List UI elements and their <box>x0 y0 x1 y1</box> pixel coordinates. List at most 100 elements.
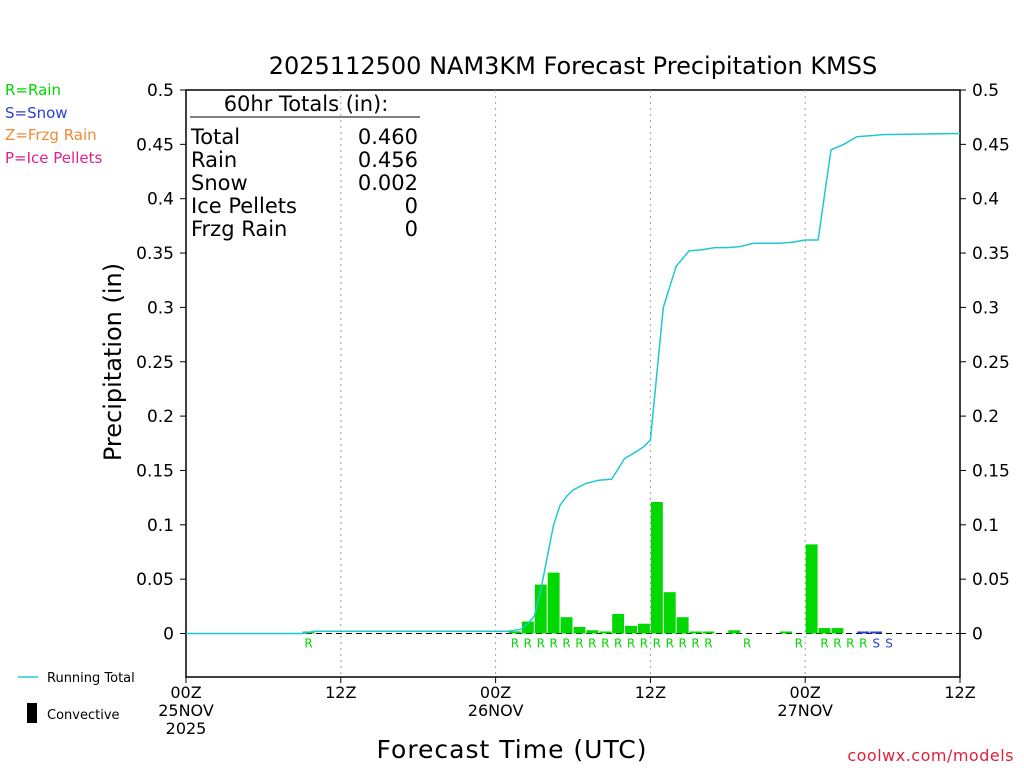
y-tick-label-left: 0.3 <box>147 298 174 318</box>
totals-row-value: 0 <box>405 194 418 218</box>
ptype-marker: R <box>666 637 674 651</box>
totals-row-label: Total <box>190 125 240 149</box>
credit-link[interactable]: coolwx.com/models <box>847 746 1014 765</box>
ptype-marker: R <box>601 637 609 651</box>
ptype-marker: R <box>537 637 545 651</box>
ptype-marker: R <box>627 637 635 651</box>
grid-layer <box>340 90 806 677</box>
ptype-marker: R <box>614 637 622 651</box>
legend-convective: Convective <box>47 708 120 723</box>
y-tick-label-left: 0.35 <box>136 244 174 264</box>
legend-frzg-rain: Z=Frzg Rain <box>5 126 97 144</box>
y-tick-label-right: 0.5 <box>972 81 999 101</box>
ptype-marker: R <box>833 637 841 651</box>
x-tick-label: 00Z <box>480 683 511 702</box>
totals-row-value: 0.460 <box>358 125 418 149</box>
ptype-marker: R <box>859 637 867 651</box>
x-tick-label: 00Z <box>170 683 201 702</box>
running-total-layer <box>186 132 961 635</box>
precip-bar <box>534 584 547 634</box>
precip-bar <box>638 623 650 634</box>
ptype-marker: R <box>795 637 803 651</box>
totals-row-value: 0.002 <box>358 171 418 195</box>
ptype-marker: R <box>653 637 661 651</box>
y-tick-label-right: 0.1 <box>972 516 999 536</box>
precip-bar <box>547 572 560 634</box>
y-tick-label-right: 0.35 <box>972 244 1010 264</box>
y-tick-label-left: 0.1 <box>147 516 174 536</box>
y-tick-label-right: 0.45 <box>972 135 1010 155</box>
precip-bar <box>573 626 586 634</box>
totals-rows: Total 0.460 Rain 0.456 Snow 0.002 Ice Pellets 0… <box>190 125 418 241</box>
ptype-marker: R <box>562 637 570 651</box>
x-tick-label: 12Z <box>325 683 356 702</box>
totals-row-label: Snow <box>191 171 248 195</box>
y-tick-label-right: 0 <box>972 625 983 645</box>
totals-row-label: Frzg Rain <box>191 217 287 241</box>
totals-box: 60hr Totals (in): Total 0.460 Rain 0.456 Sno… <box>190 92 420 241</box>
ptype-marker: R <box>640 637 648 651</box>
ptype-marker: R <box>846 637 854 651</box>
precip-bar <box>676 617 689 634</box>
x-tick-label: 2025 <box>166 719 207 738</box>
legend-rain: R=Rain <box>5 81 61 99</box>
legend-ice-pellets: P=Ice Pellets <box>5 149 102 167</box>
chart-title: 2025112500 NAM3KM Forecast Precipitation… <box>269 52 877 80</box>
y-tick-label-right: 0.05 <box>972 570 1010 590</box>
x-tick-label: 12Z <box>944 683 975 702</box>
y-tick-label-right: 0.25 <box>972 353 1010 373</box>
precip-bar <box>663 592 676 634</box>
precip-bar <box>779 631 792 634</box>
ptype-marker: R <box>588 637 596 651</box>
totals-row-label: Rain <box>191 148 237 172</box>
ptype-marker: R <box>691 637 699 651</box>
x-tick-label: 25NOV <box>158 701 214 720</box>
ptype-marker: S <box>885 637 893 651</box>
precip-bar <box>586 630 599 634</box>
y-tick-label-left: 0 <box>163 625 174 645</box>
precip-bar <box>560 617 573 634</box>
y-tick-label-right: 0.3 <box>972 298 999 318</box>
y-tick-label-right: 0.15 <box>972 461 1010 481</box>
running-total-line <box>186 132 961 635</box>
totals-row-value: 0.456 <box>358 148 418 172</box>
y-axis-label: Precipitation (in) <box>99 263 127 461</box>
ptype-marker: R <box>524 637 532 651</box>
y-tick-label-left: 0.25 <box>136 353 174 373</box>
precip-bar <box>870 631 883 634</box>
precip-bar <box>702 631 715 634</box>
totals-header: 60hr Totals (in): <box>224 92 389 116</box>
precip-bar <box>857 631 870 634</box>
bar-layer <box>302 501 883 634</box>
plot-frame <box>185 89 961 678</box>
y-tick-label-left: 0.45 <box>136 135 174 155</box>
ptype-marker: R <box>549 637 557 651</box>
ptype-marker: R <box>743 637 751 651</box>
x-tick-label: 27NOV <box>777 701 833 720</box>
precip-bar <box>728 630 741 634</box>
ptype-marker: R <box>820 637 828 651</box>
precip-bar <box>521 621 534 634</box>
ptype-marker: R <box>678 637 686 651</box>
legend-snow: S=Snow <box>5 104 68 122</box>
precip-bar <box>650 501 663 634</box>
precip-bar <box>612 613 625 634</box>
convective-legend-icon <box>27 703 37 723</box>
y-tick-label-left: 0.5 <box>147 81 174 101</box>
precip-bar <box>689 631 702 634</box>
y-tick-label-right: 0.4 <box>972 190 999 210</box>
y-tick-label-right: 0.2 <box>972 407 999 427</box>
y-tick-label-left: 0.15 <box>136 461 174 481</box>
ptype-marker: R <box>511 637 519 651</box>
precip-bar <box>599 631 612 634</box>
ptype-marker: S <box>872 637 880 651</box>
x-tick-label: 00Z <box>790 683 821 702</box>
x-tick-label: 12Z <box>635 683 666 702</box>
y-tick-label-left: 0.2 <box>147 407 174 427</box>
totals-row-value: 0 <box>405 217 418 241</box>
x-axis-label: Forecast Time (UTC) <box>377 735 648 764</box>
precip-bar <box>818 628 831 634</box>
